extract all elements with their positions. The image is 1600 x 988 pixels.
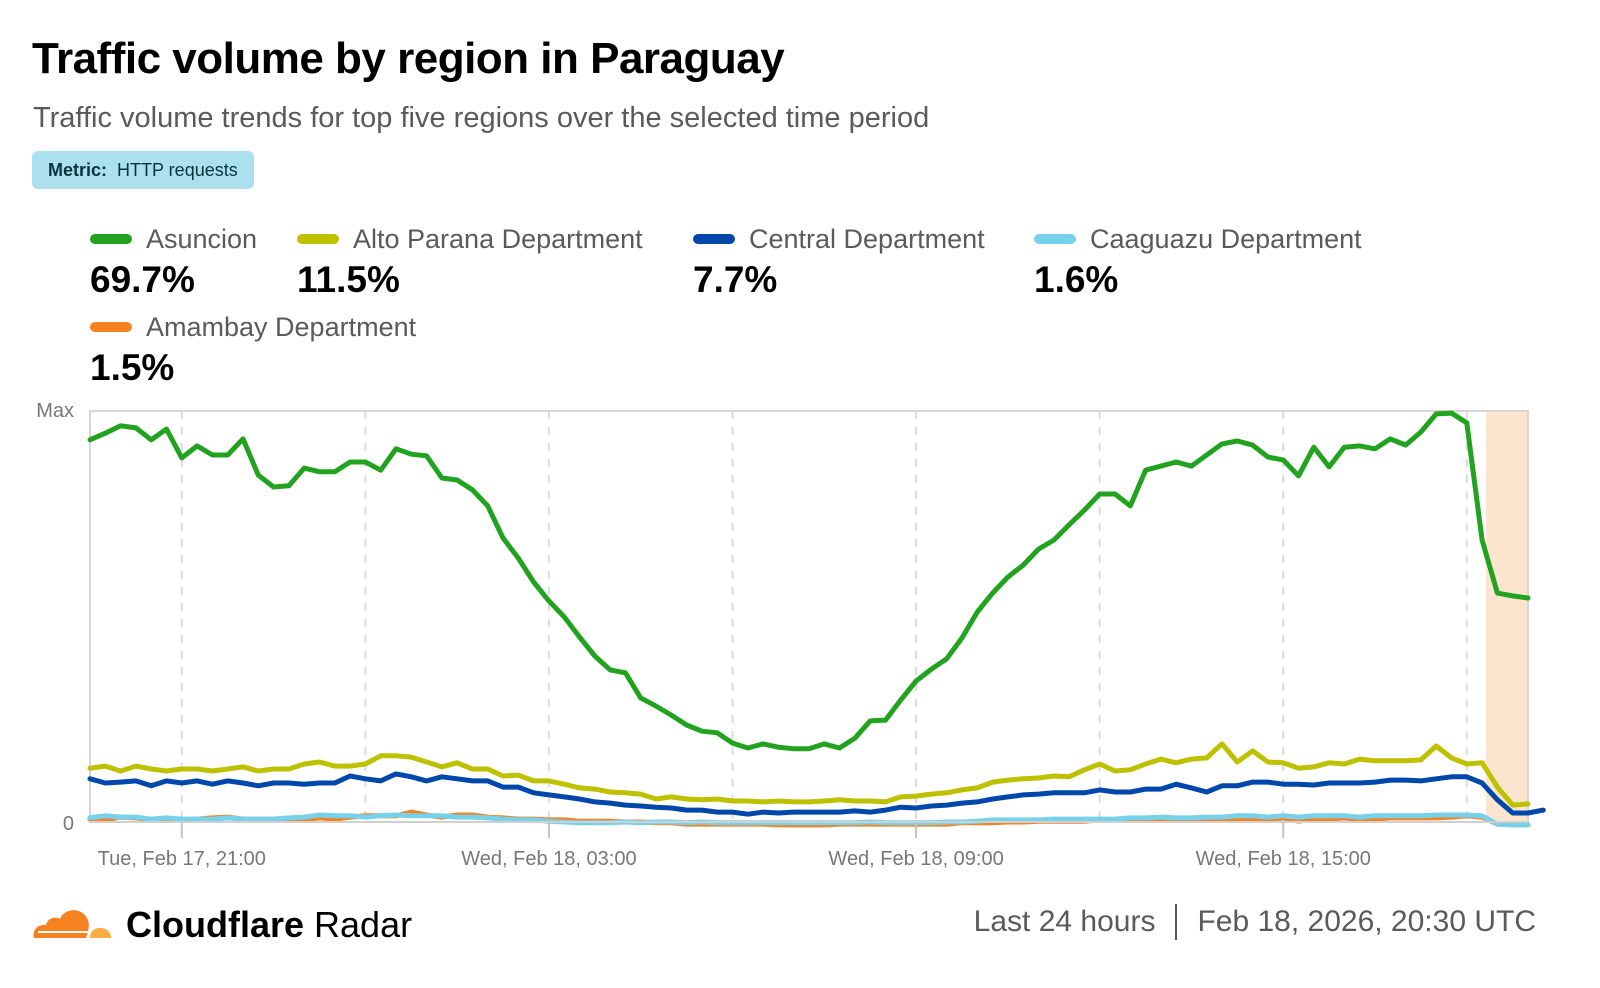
x-tick-label: Wed, Feb 18, 09:00 xyxy=(828,848,1003,870)
legend-percent: 11.5% xyxy=(297,259,400,300)
legend-name: Asuncion xyxy=(146,223,258,254)
divider xyxy=(1175,904,1178,940)
page-title: Traffic volume by region in Paraguay xyxy=(32,34,785,83)
brand-name: Cloudflare Radar xyxy=(126,904,412,946)
legend-name: Alto Parana Department xyxy=(353,223,643,254)
legend-percent: 7.7% xyxy=(693,259,778,300)
legend-name: Central Department xyxy=(749,223,985,254)
series-line-alto-parana-department xyxy=(87,741,1531,808)
cloudflare-logo-icon xyxy=(33,910,111,938)
legend-item-amambay[interactable]: Amambay Department 1.5% xyxy=(90,311,416,389)
legend-swatch xyxy=(693,234,735,244)
y-tick-label: Max xyxy=(36,400,74,422)
y-tick-label: 0 xyxy=(63,813,74,835)
brand-bold: Cloudflare xyxy=(126,904,305,945)
legend-name: Amambay Department xyxy=(146,311,417,342)
x-tick-label: Tue, Feb 17, 21:00 xyxy=(98,848,266,870)
axes: Max 0 Tue, Feb 17, 21:00 Wed, Feb 18, 03:00… xyxy=(36,400,1528,870)
series-line-asuncion xyxy=(87,410,1531,752)
legend-name: Caaguazu Department xyxy=(1090,223,1362,254)
incomplete-data-region xyxy=(1486,411,1528,822)
legend-item-central[interactable]: Central Department 7.7% xyxy=(693,223,985,301)
time-range: Last 24 hours xyxy=(973,905,1156,938)
legend-percent: 1.5% xyxy=(90,347,175,388)
legend-swatch xyxy=(1034,234,1076,244)
legend-percent: 69.7% xyxy=(90,259,195,300)
series-layer xyxy=(87,410,1546,828)
page-subtitle: Traffic volume trends for top five regio… xyxy=(33,102,930,134)
legend-item-asuncion[interactable]: Asuncion 69.7% xyxy=(90,223,257,301)
legend-item-alto-parana[interactable]: Alto Parana Department 11.5% xyxy=(297,223,643,301)
legend-item-caaguazu[interactable]: Caaguazu Department 1.6% xyxy=(1034,223,1362,301)
timestamp: Feb 18, 2026, 20:30 UTC xyxy=(1197,905,1536,938)
metric-badge[interactable]: Metric: HTTP requests xyxy=(32,151,254,189)
x-tick-label: Wed, Feb 18, 03:00 xyxy=(461,848,636,870)
legend-swatch xyxy=(90,322,132,332)
series-line-central-department xyxy=(87,771,1546,817)
legend-swatch xyxy=(297,234,339,244)
x-tick-label: Wed, Feb 18, 15:00 xyxy=(1196,848,1371,870)
grid xyxy=(89,410,1529,823)
metric-value: HTTP requests xyxy=(117,159,238,180)
legend-swatch xyxy=(90,234,132,244)
line-chart[interactable]: Max 0 Tue, Feb 17, 21:00 Wed, Feb 18, 03:00… xyxy=(0,390,1600,890)
plot-frame xyxy=(89,410,1529,823)
brand-light: Radar xyxy=(314,904,413,945)
metric-key: Metric: xyxy=(48,159,108,180)
legend-percent: 1.6% xyxy=(1034,259,1119,300)
footer-info: Last 24 hours Feb 18, 2026, 20:30 UTC xyxy=(974,904,1536,940)
